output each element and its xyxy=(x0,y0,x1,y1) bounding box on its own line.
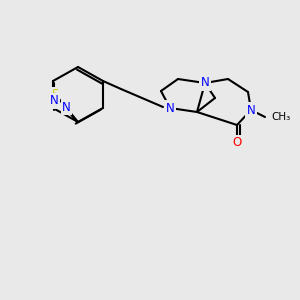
Text: CH₃: CH₃ xyxy=(271,112,290,122)
Text: N: N xyxy=(166,101,174,115)
Text: N: N xyxy=(50,94,58,107)
Text: S: S xyxy=(52,88,59,101)
Text: O: O xyxy=(232,136,242,149)
Text: N: N xyxy=(247,103,255,116)
Text: N: N xyxy=(62,101,70,114)
Text: N: N xyxy=(201,76,209,89)
